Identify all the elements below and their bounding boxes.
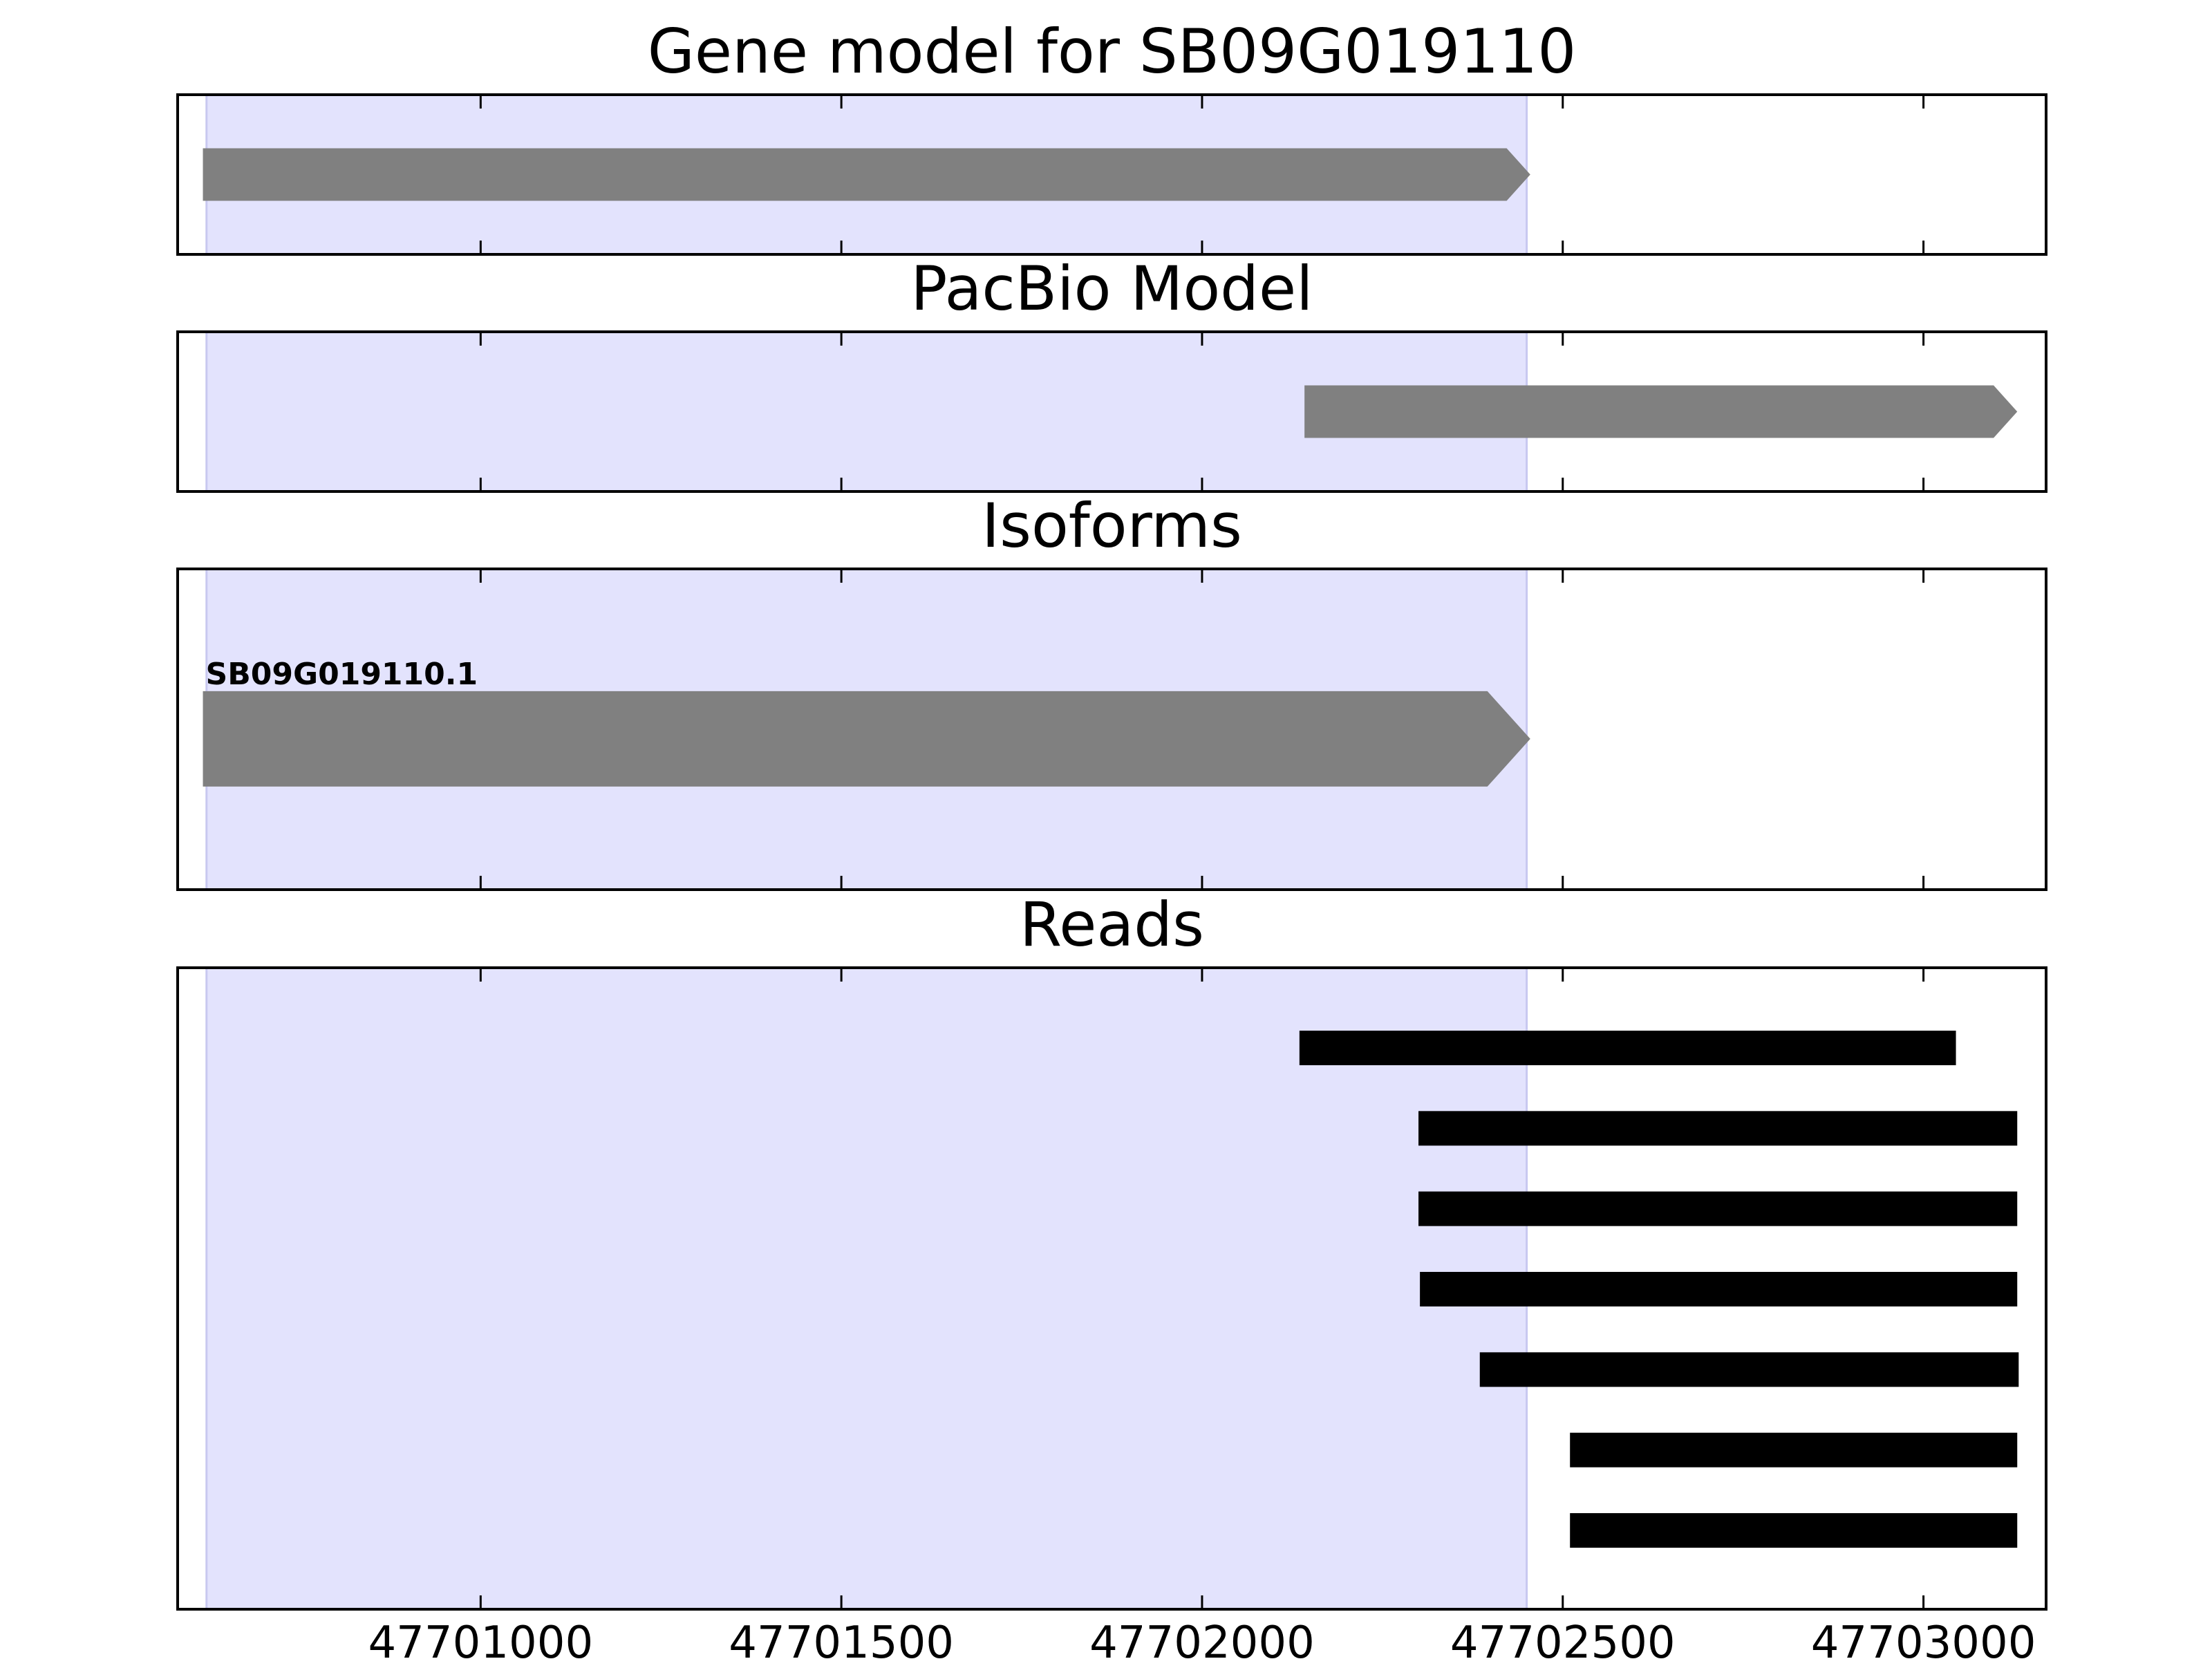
read-bar: [1299, 1031, 1956, 1065]
read-bar: [1570, 1513, 2018, 1548]
axes-frame: [176, 93, 2047, 256]
panel-gene-model: Gene model for SB09G019110: [176, 16, 2047, 256]
feature-arrow: [203, 691, 1530, 787]
panel-isoforms: Isoforms SB09G019110.1: [176, 490, 2047, 891]
axes-frame: [176, 568, 2047, 891]
isoform-label: SB09G019110.1: [206, 657, 478, 692]
x-tick-label: 47703000: [1811, 1618, 2036, 1659]
x-tick-label: 47701500: [729, 1618, 954, 1659]
panel-title: Isoforms: [982, 490, 1242, 561]
read-bar: [1570, 1432, 2018, 1468]
read-bar: [1418, 1111, 2018, 1146]
panel-title: Reads: [1020, 889, 1204, 960]
panel-title: Gene model for SB09G019110: [648, 16, 1577, 87]
x-tick-label: 47702000: [1089, 1618, 1315, 1659]
panel-pacbio-model: PacBio Model: [176, 253, 2047, 493]
highlight-region: [205, 966, 1528, 1611]
panel-title: PacBio Model: [910, 253, 1313, 324]
read-bar: [1420, 1272, 2018, 1306]
feature-arrow: [1304, 385, 2018, 438]
panel-reads: Reads: [176, 889, 2047, 1611]
axes-frame: [176, 330, 2047, 493]
x-tick-label: 47702500: [1450, 1618, 1676, 1659]
read-bar: [1418, 1191, 2018, 1226]
x-tick-label: 47701000: [368, 1618, 593, 1659]
axes-frame: [176, 966, 2047, 1611]
feature-arrow: [203, 148, 1530, 201]
read-bar: [1479, 1352, 2019, 1387]
